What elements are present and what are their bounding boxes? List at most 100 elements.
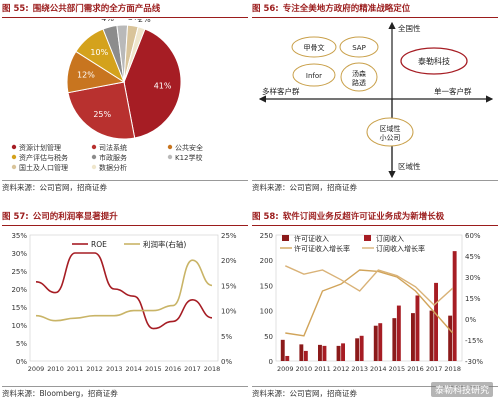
bar [341, 343, 345, 361]
panel-title: 图 58: 软件订阅业务反超许可证业务成为新增长极 [252, 210, 498, 226]
y-left-tick: 20% [11, 286, 27, 294]
y-right-tick: 20% [221, 257, 237, 265]
y-left-tick: 5% [16, 340, 27, 348]
figure-title: 专注全美地方政府的精准战略定位 [282, 4, 411, 14]
legend-label: 订阅收入增长率 [376, 244, 425, 253]
y-left-tick: 250 [260, 232, 273, 240]
y-left-tick: 150 [260, 282, 273, 290]
x-tick: 2009 [28, 365, 45, 373]
x-tick: 2011 [67, 365, 84, 373]
x-tick: 2018 [204, 365, 221, 373]
panel-title: 图 57: 公司的利润率显著提升 [2, 210, 248, 226]
legend-label: 公共安全 [175, 143, 203, 152]
pie-slice [123, 26, 146, 83]
x-tick: 2016 [407, 365, 424, 373]
node-infor: Infor [306, 72, 322, 80]
y-right-tick: 10% [221, 308, 237, 316]
legend-label: K12学校 [175, 153, 203, 162]
bar [299, 344, 304, 361]
panel-title: 图 55: 围绕公共部门需求的全方面产品线 [2, 2, 248, 18]
bar [285, 355, 290, 361]
bar [355, 338, 360, 361]
bar [452, 251, 457, 361]
axis-label-right: 单一客户群 [434, 86, 472, 96]
y-left-tick: 25% [11, 268, 27, 276]
y-left-tick: 35% [11, 232, 27, 240]
series-line [35, 252, 213, 330]
bar [336, 345, 341, 361]
legend-swatch [364, 235, 371, 241]
y-right-tick: 0% [465, 316, 476, 324]
y-right-tick: 5% [221, 333, 232, 341]
source-text: 资料来源：公司官网，招商证券 [252, 389, 357, 398]
axis-label-left: 多样客户群 [262, 86, 300, 96]
source-divider [2, 386, 248, 387]
legend-label: 数据分析 [99, 163, 127, 172]
legend-swatch [167, 144, 173, 150]
legend-label: 资源计划管理 [19, 143, 61, 152]
legend-label: 司法系统 [99, 143, 127, 152]
legend-label: 国土及人口管理 [19, 163, 68, 172]
node-oracle-ellipse [291, 36, 337, 58]
bar [411, 313, 415, 361]
source-text: 资料来源：公司官网，招商证券 [252, 183, 357, 192]
figure-number: 图 58: [252, 212, 279, 222]
y-right-tick: 60% [465, 232, 481, 240]
panel-55: 图 55:围绕公共部门需求的全方面产品线 41%25%12%10%4%3%3%2… [2, 2, 248, 192]
pie-slice-label: 41% [154, 82, 172, 91]
figure-title: 公司的利润率显著提升 [32, 212, 118, 222]
panel-56: 图 56: 专注全美地方政府的精准战略定位 全国性 区域性 多样客户群 单一客户群… [252, 2, 498, 192]
legend-label: 许可证收入 [294, 234, 329, 243]
figure-title: 软件订阅业务反超许可证业务成为新增长极 [282, 212, 445, 222]
bar [303, 350, 308, 361]
y-right-tick: 15% [221, 282, 237, 290]
node-thomson: 汤森路透 [352, 69, 366, 87]
y-right-tick: -30% [465, 358, 483, 366]
node-thomson-ellipse [340, 62, 378, 92]
legend-swatch [11, 154, 17, 160]
node-infor-ellipse [292, 63, 336, 87]
pie-slice-label: 3% [116, 19, 129, 21]
bar [322, 345, 327, 361]
bar [392, 318, 397, 361]
legend-label: 许可证收入增长率 [294, 244, 350, 253]
legend-label: 资产评估与税务 [19, 153, 68, 162]
legend-swatch [167, 154, 173, 160]
node-sap: SAP [352, 44, 366, 52]
bar [373, 325, 378, 361]
source-text: 资料来源：Bloomberg，招商证券 [2, 389, 118, 398]
y-left-tick: 50 [264, 333, 273, 341]
pie-chart: 41%25%12%10%4%3%3%2%资源计划管理司法系统公共安全资产评估与税… [11, 19, 203, 172]
y-right-tick: 0% [221, 358, 232, 366]
legend-label: ROE [91, 240, 107, 249]
x-tick: 2017 [184, 365, 201, 373]
growth-line [285, 269, 454, 337]
series-line [35, 259, 213, 322]
x-tick: 2017 [426, 365, 443, 373]
x-tick: 2013 [351, 365, 368, 373]
panel-58: 图 58: 软件订阅业务反超许可证业务成为新增长极 0 50 100 150 200 250… [252, 210, 498, 402]
node-regional-ellipse [366, 117, 414, 147]
axis-label-bottom: 区域性 [398, 161, 421, 171]
x-tick: 2012 [333, 365, 350, 373]
revenue-bar-line-chart: 0 50 100 150 200 250 -30% -15% 0% 15% 30% 45% 60% 200… [260, 232, 484, 373]
pie-slice-label: 25% [93, 110, 111, 119]
x-tick: 2014 [126, 365, 143, 373]
y-left-tick: 10% [11, 322, 27, 330]
pie-slice [67, 81, 136, 140]
bar [280, 339, 285, 361]
bar [429, 310, 434, 361]
x-tick: 2011 [314, 365, 331, 373]
x-tick: 2018 [444, 365, 461, 373]
watermark: 泰勒科技研究 [430, 382, 493, 397]
y-left-tick: 30% [11, 250, 27, 258]
y-right-tick: 15% [465, 295, 481, 303]
node-tyler-ellipse [400, 47, 468, 75]
node-regional: 区域性小公司 [380, 124, 401, 142]
positioning-diagram: 全国性 区域性 多样客户群 单一客户群 甲骨文 SAP Infor 汤森路透 泰… [258, 21, 494, 179]
legend-swatch [11, 164, 17, 170]
source-divider [252, 386, 498, 387]
legend-swatch [91, 144, 97, 150]
node-tyler: 泰勒科技 [418, 56, 450, 66]
y-left-tick: 0 [269, 358, 273, 366]
